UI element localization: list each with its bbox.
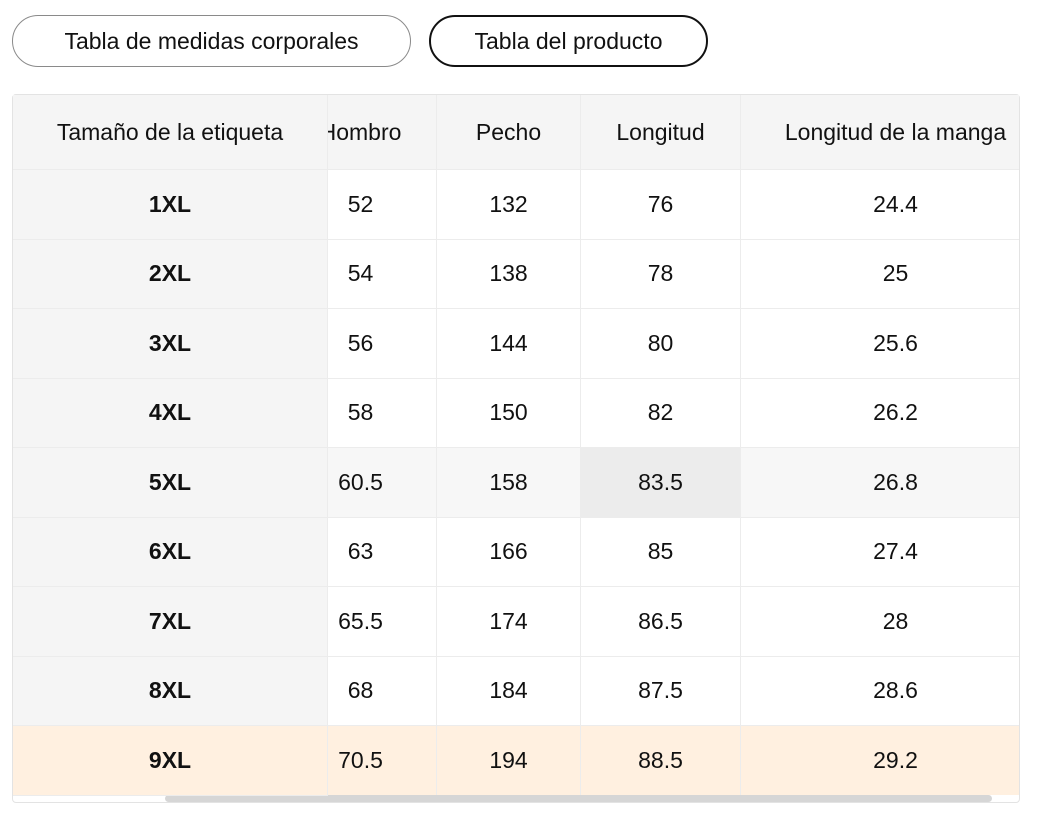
size-cell: 6XL [13,517,328,587]
size-cell: 7XL [13,587,328,657]
size-cell: 2XL [13,239,328,309]
table-cell: 60.5 [328,448,437,518]
table-cell: 166 [437,517,581,587]
table-cell: 25.6 [741,309,1019,379]
table-cell: 29.2 [741,726,1019,795]
table-frame [12,94,1020,803]
table-cell: 56 [328,309,437,379]
size-cell: 1XL [13,170,328,240]
table-cell: 24.4 [741,170,1019,240]
header-cell: Longitud [581,95,741,170]
table-cell: 25 [741,239,1019,309]
table-cell: 58 [328,378,437,448]
table-cell: 82 [581,378,741,448]
header-cell: Longitud de la manga [741,95,1019,170]
header-cell: Hombro [328,95,437,170]
table-cell: 80 [581,309,741,379]
header-cell: Pecho [437,95,581,170]
table-cell: 28.6 [741,656,1019,726]
table-cell: 26.2 [741,378,1019,448]
header-cell: Tamaño de la etiqueta [13,95,328,170]
table-cell: 132 [437,170,581,240]
table-cell: 52 [328,170,437,240]
table-cell: 68 [328,656,437,726]
table-cell: 65.5 [328,587,437,657]
table-cell: 174 [437,587,581,657]
table-cell: 138 [437,239,581,309]
table-cell: 194 [437,726,581,795]
table-cell: 86.5 [581,587,741,657]
table-cell: 70.5 [328,726,437,795]
table-cell: 27.4 [741,517,1019,587]
table-cell: 83.5 [581,448,741,518]
scrollbar[interactable] [165,795,992,802]
table-cell: 158 [437,448,581,518]
tab-body-measurements[interactable]: Tabla de medidas corporales [12,15,411,67]
table-cell: 85 [581,517,741,587]
table-cell: 144 [437,309,581,379]
size-cell: 4XL [13,378,328,448]
size-cell: 5XL [13,448,328,518]
size-cell: 9XL [13,726,328,796]
table-cell: 28 [741,587,1019,657]
tab-product-measurements[interactable]: Tabla del producto [429,15,708,67]
table-cell: 184 [437,656,581,726]
table-cell: 87.5 [581,656,741,726]
table-cell: 76 [581,170,741,240]
size-cell: 8XL [13,656,328,726]
table-cell: 88.5 [581,726,741,795]
size-cell: 3XL [13,309,328,379]
table-scroll-area: HombroPechoLongitudLongitud de la manga 5… [328,95,1019,795]
table-cell: 54 [328,239,437,309]
table-cell: 78 [581,239,741,309]
table-cell: 63 [328,517,437,587]
table-cell: 26.8 [741,448,1019,518]
table-cell: 150 [437,378,581,448]
